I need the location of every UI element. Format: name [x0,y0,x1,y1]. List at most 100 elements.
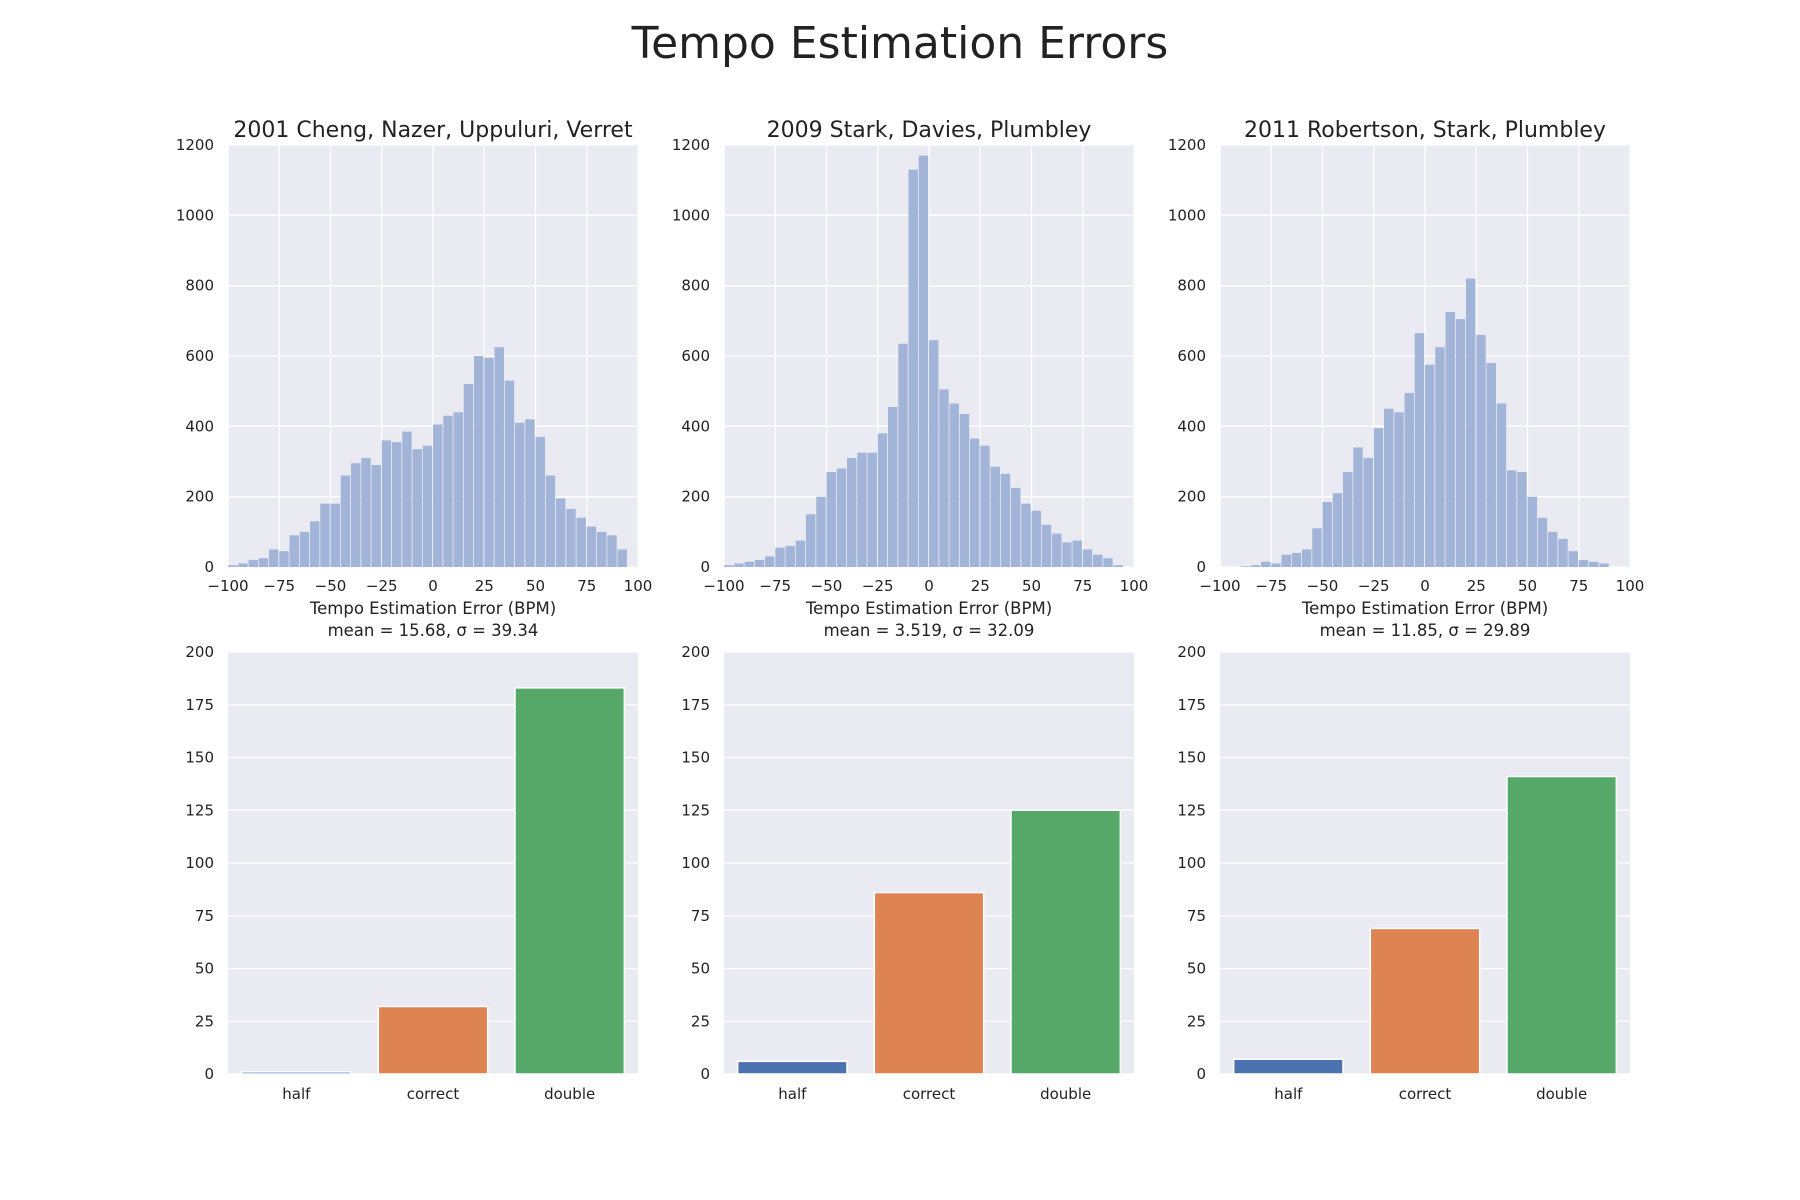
y-tick-label: 125 [681,801,710,819]
bar-half [1232,1058,1344,1075]
x-tick-label: 25 [1467,577,1486,595]
x-tick-label: half [778,1085,807,1103]
y-tick-label: 150 [1177,749,1206,767]
y-tick-label: 200 [681,643,710,661]
histogram-bar [754,559,765,567]
y-tick-label: 175 [185,696,214,714]
histogram-bar [279,551,289,567]
y-tick-label: 125 [185,801,214,819]
histogram-bar [1041,524,1052,567]
histogram-bar [1261,561,1271,567]
y-tick-label: 50 [195,960,214,978]
histogram-bar [1568,551,1578,567]
histogram-bar [867,452,877,567]
x-tick-label: double [1536,1085,1587,1103]
histogram-bar [1384,408,1394,567]
y-tick-label: 75 [195,907,214,925]
panel-title: 2001 Cheng, Nazer, Uppuluri, Verret [233,118,633,143]
histogram-bar [371,465,381,567]
histogram-bar [1476,334,1486,567]
histogram-panel-1: −100 −75 −50 −25 0 25 50 75 10002004006008001000… [176,118,653,640]
x-tick-label: 100 [1120,577,1149,595]
histogram-bar [515,422,525,567]
histogram-bar [453,412,463,567]
x-tick-label: 0 [1420,577,1430,595]
histogram-bar [1113,565,1123,567]
y-tick-label: 0 [1196,1065,1206,1083]
y-tick-label: 800 [1177,277,1206,295]
histogram-bar [1517,472,1527,567]
x-tick-label: 50 [1518,577,1537,595]
histogram-bar [765,556,775,567]
histogram-panel-3: −100 −75 −50 −25 0 25 50 75 10002004006008001000… [1168,118,1645,640]
histogram-bar [795,540,806,567]
x-tick-label: half [282,1085,311,1103]
y-tick-label: 0 [700,558,710,576]
histogram-bar [474,356,484,567]
histogram-bar [1507,470,1517,567]
histogram-bar [734,563,744,567]
histogram-bar [785,545,795,567]
histogram-bar [1527,496,1537,567]
histogram-bar [617,549,627,567]
x-tick-label: correct [903,1085,956,1103]
histogram-bar [847,457,857,567]
histogram-bar [980,445,990,567]
x-tick-label: −50 [315,577,347,595]
histogram-bar [1537,517,1548,567]
histogram-bar [1031,510,1041,567]
histogram-bar [269,549,279,567]
x-axis-label: Tempo Estimation Error (BPM) [1301,599,1548,618]
histogram-bar [1353,447,1363,567]
y-tick-label: 50 [1187,960,1206,978]
panel-title: 2011 Robertson, Stark, Plumbley [1244,118,1606,143]
histogram-bar [1363,457,1373,567]
histogram-bar [392,442,402,567]
bar-panel-2: 0 25 50 75 100 125 150 175 200 half correct double [681,643,1134,1103]
histogram-bar [744,561,754,567]
x-tick-label: −100 [703,577,744,595]
y-tick-label: 0 [1196,558,1206,576]
y-tick-label: 200 [1177,488,1206,506]
histogram-bar [1011,487,1021,567]
bar-double [514,687,626,1075]
y-tick-label: 175 [681,696,710,714]
y-tick-label: 200 [185,488,214,506]
histogram-bar [228,565,238,567]
histogram-bar [1558,538,1568,567]
histogram-bar [1343,472,1353,567]
histogram-bar [340,475,351,567]
histogram-bar [238,563,248,567]
x-tick-label: 25 [475,577,494,595]
histogram-bar [545,475,556,567]
y-tick-label: 150 [185,749,214,767]
histogram-bar [1072,540,1082,567]
y-tick-label: 100 [1177,854,1206,872]
x-tick-label: −75 [1255,577,1287,595]
bar-panel-1: 0 25 50 75 100 125 150 175 200 half correct double [185,643,638,1103]
histogram-bar [525,419,535,567]
histogram-bar [1281,554,1291,567]
x-axis-label: Tempo Estimation Error (BPM) [309,599,556,618]
y-tick-label: 50 [691,960,710,978]
histogram-bar [816,496,826,567]
histogram-bar [836,468,847,567]
y-tick-label: 400 [681,417,710,435]
x-tick-label: 100 [1616,577,1645,595]
histogram-bar [361,457,371,567]
y-tick-label: 1000 [1168,206,1206,224]
histogram-bar [607,535,617,567]
histogram-bar [443,415,453,567]
bar-double [1506,775,1618,1075]
y-tick-label: 25 [1187,1012,1206,1030]
x-tick-label: −100 [207,577,248,595]
histogram-bar [433,424,443,567]
histogram-bar [1394,412,1404,567]
x-tick-label: −25 [1358,577,1390,595]
stats-label: mean = 15.68, σ = 39.34 [328,621,539,640]
histogram-bar [959,414,970,567]
bar-half [736,1060,848,1075]
y-tick-label: 800 [185,277,214,295]
x-tick-label: 50 [1022,577,1041,595]
